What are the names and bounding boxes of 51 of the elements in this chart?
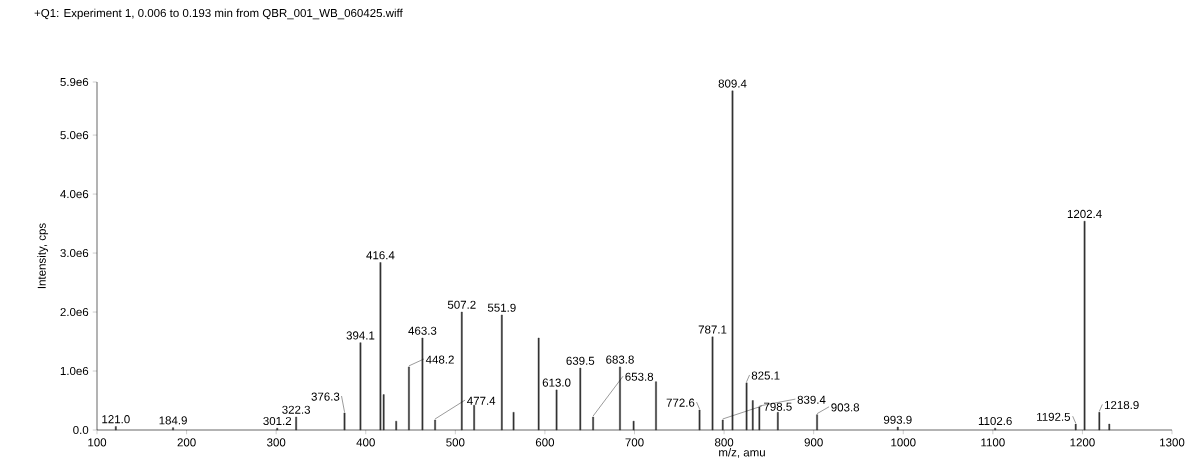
x-tick-label: 800 xyxy=(714,438,734,447)
y-tick-label: 1.0e6 xyxy=(60,366,89,376)
chart-title: +Q1: Experiment 1, 0.006 to 0.193 min from QBR_001_WB_060425.wiff xyxy=(34,8,403,20)
annotation: 683.8 xyxy=(606,355,634,364)
x-tick-label: 1100 xyxy=(981,438,1005,447)
x-tick-label: 600 xyxy=(535,438,555,447)
annotation: 1202.4 xyxy=(1067,209,1102,218)
annotation: 653.8 xyxy=(625,372,654,381)
annotation: 416.4 xyxy=(366,251,395,260)
annotation: 463.3 xyxy=(408,326,437,335)
annotation: 184.9 xyxy=(159,416,187,425)
annotation: 903.8 xyxy=(831,403,860,412)
x-tick-label: 700 xyxy=(625,438,644,447)
x-tick-label: 400 xyxy=(356,438,375,447)
x-tick-label: 500 xyxy=(446,438,465,447)
annotation: 1192.5 xyxy=(1037,412,1071,421)
x-tick-label: 900 xyxy=(804,438,823,447)
annotation: 787.1 xyxy=(698,325,727,334)
annotation: 376.3 xyxy=(311,392,340,401)
y-axis-title: Intensity, cps xyxy=(37,223,49,289)
y-tick-label: 0.0 xyxy=(73,425,89,435)
y-tick-label: 2.0e6 xyxy=(60,307,89,317)
annotation: 322.3 xyxy=(282,405,311,414)
annotation: 613.0 xyxy=(542,378,571,387)
annotation: 507.2 xyxy=(447,300,476,309)
x-tick-label: 200 xyxy=(177,438,196,447)
annotation: 121.0 xyxy=(102,415,130,424)
x-tick-label: 1300 xyxy=(1160,438,1185,447)
annotation: 551.9 xyxy=(487,303,516,312)
y-tick-label: 5.9e6 xyxy=(60,77,89,87)
x-tick-label: 1000 xyxy=(891,438,916,447)
y-tick-label: 5.0e6 xyxy=(60,131,89,140)
x-tick-label: 100 xyxy=(88,438,107,447)
y-tick-label: 3.0e6 xyxy=(60,248,89,258)
x-tick-label: 1200 xyxy=(1070,438,1095,447)
annotation: 1218.9 xyxy=(1104,400,1139,410)
x-axis-title: m/z, amu xyxy=(719,448,765,458)
annotation: 477.4 xyxy=(467,396,496,405)
x-tick-label: 300 xyxy=(267,438,286,447)
annotation: 839.4 xyxy=(797,395,826,404)
annotation: 825.1 xyxy=(751,371,780,380)
annotation: 772.6 xyxy=(666,398,695,407)
annotation: 809.4 xyxy=(718,79,747,88)
annotation: 639.5 xyxy=(566,356,595,365)
annotation: 301.2 xyxy=(263,416,292,426)
annotation: 798.5 xyxy=(764,402,792,411)
y-tick-label: 4.0e6 xyxy=(60,190,89,199)
annotation: 1102.6 xyxy=(978,416,1012,426)
annotation: 394.1 xyxy=(346,331,375,340)
annotation: 448.2 xyxy=(425,355,454,364)
annotation: 993.9 xyxy=(883,415,912,424)
